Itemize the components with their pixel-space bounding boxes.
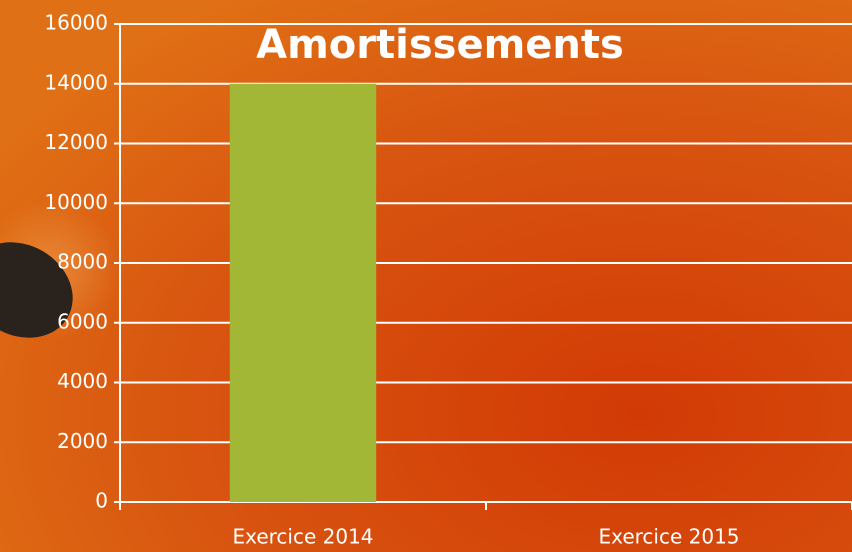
- x-tick-label: Exercice 2015: [598, 525, 739, 549]
- y-tick-label: 0: [95, 489, 108, 513]
- bar: [230, 84, 376, 502]
- chart: Amortissements 0 2000 4000 6000 8000 10000 120…: [0, 0, 852, 552]
- y-tick-label: 16000: [44, 11, 108, 35]
- y-tick-label: 8000: [57, 250, 108, 274]
- page: Amortissements 0 2000 4000 6000 8000 10000 120…: [0, 0, 852, 552]
- y-tick-label: 2000: [57, 429, 108, 453]
- y-tick-label: 12000: [44, 130, 108, 154]
- y-tick-label: 14000: [44, 70, 108, 94]
- chart-title: Amortissements: [256, 22, 624, 68]
- x-tick-label: Exercice 2014: [232, 525, 373, 549]
- y-tick-label: 6000: [57, 309, 108, 333]
- y-tick-label: 4000: [57, 369, 108, 393]
- y-tick-label: 10000: [44, 190, 108, 214]
